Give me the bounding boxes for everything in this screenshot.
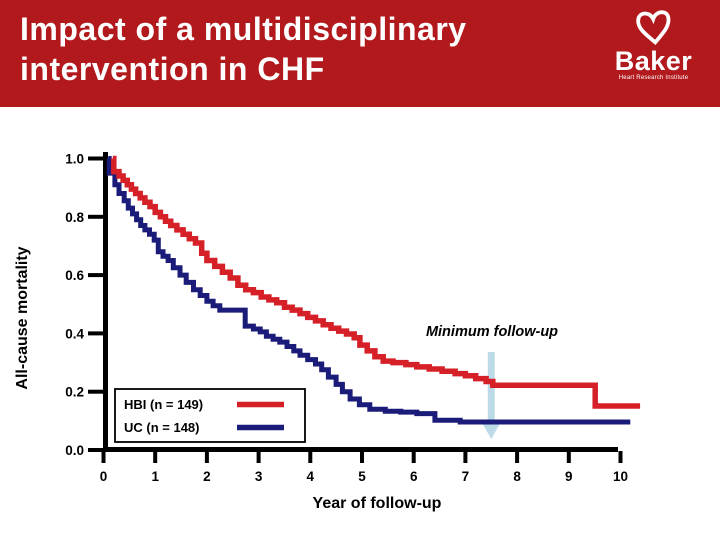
y-tick-label: 0.0: [65, 443, 84, 458]
y-tick-label: 0.6: [65, 268, 84, 283]
legend-label: HBI (n = 149): [124, 397, 203, 412]
y-tick-label: 0.8: [65, 210, 84, 225]
y-axis-ticks: 0.0 0.2 0.4 0.6 0.8 1.0: [65, 152, 104, 458]
y-tick-label: 0.2: [65, 385, 84, 400]
x-tick-label: 2: [203, 469, 211, 484]
slide-title-line1: Impact of a multidisciplinary: [20, 11, 467, 47]
y-axis-label: All-cause mortality: [14, 246, 31, 389]
x-tick-label: 9: [565, 469, 573, 484]
x-tick-label: 4: [307, 469, 315, 484]
slide-title: Impact of a multidisciplinary interventi…: [0, 0, 467, 89]
hbi-curve: [111, 155, 641, 409]
x-tick-label: 10: [613, 469, 628, 484]
baker-logo: Baker Heart Research Institute: [601, 0, 720, 81]
x-axis-ticks: 0 1 2 3 4 5 6 7 8 9 10: [100, 451, 628, 484]
followup-arrow-icon: [482, 352, 500, 439]
x-tick-label: 6: [410, 469, 418, 484]
x-tick-label: 0: [100, 469, 108, 484]
legend: HBI (n = 149) UC (n = 148): [114, 388, 306, 443]
y-tick-label: 1.0: [65, 152, 84, 167]
heart-outline-icon: [635, 10, 670, 46]
x-tick-label: 3: [255, 469, 263, 484]
uc-curve: [106, 156, 631, 425]
x-tick-label: 7: [462, 469, 470, 484]
x-tick-label: 1: [151, 469, 159, 484]
minimum-followup-annotation: Minimum follow-up: [426, 324, 558, 340]
baker-logo-wordmark: Baker: [614, 46, 693, 76]
slide-title-line2: intervention in CHF: [20, 51, 325, 87]
x-tick-label: 5: [358, 469, 366, 484]
axes: [103, 152, 618, 452]
slide-header: Impact of a multidisciplinary interventi…: [0, 0, 720, 107]
x-axis-label: Year of follow-up: [313, 495, 442, 512]
baker-logo-tagline: Heart Research Institute: [618, 75, 689, 81]
legend-label: UC (n = 148): [124, 420, 200, 435]
y-tick-label: 0.4: [65, 326, 84, 341]
x-tick-label: 8: [513, 469, 521, 484]
legend-box: [114, 388, 306, 443]
